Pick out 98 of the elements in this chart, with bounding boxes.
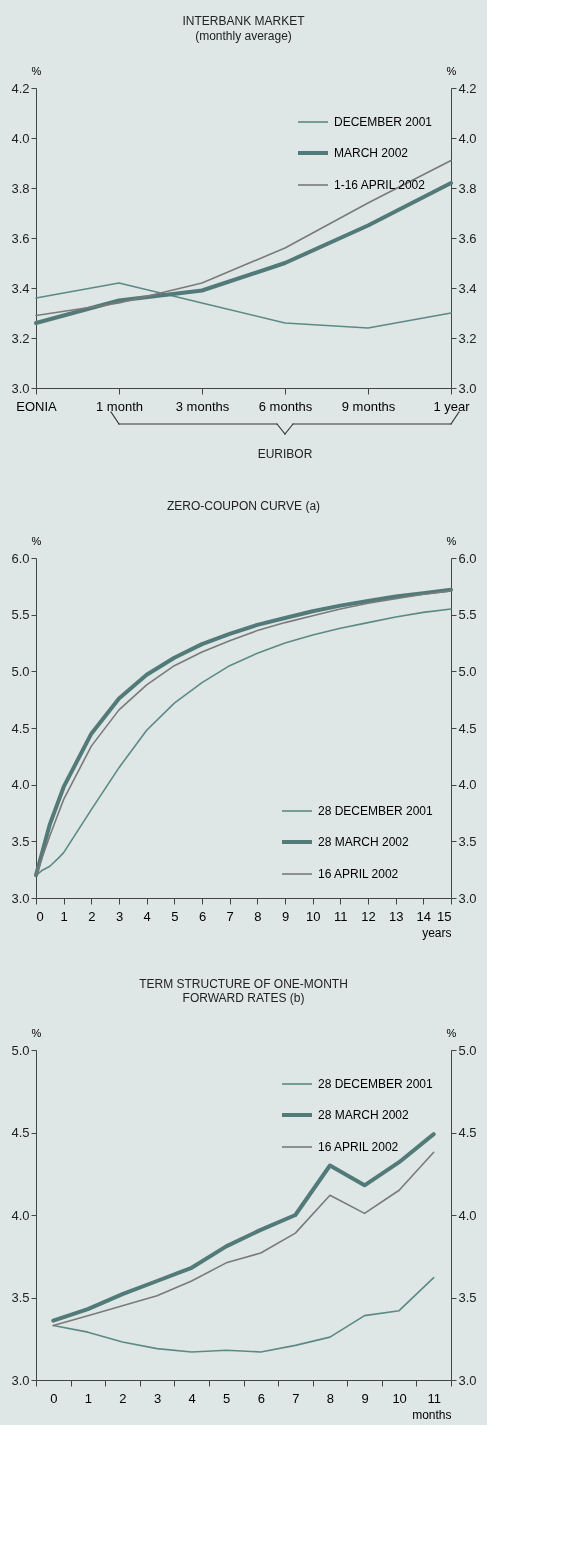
y-tick-label: 5.5: [11, 607, 30, 623]
x-tick-label: 7: [292, 1390, 300, 1406]
x-axis-title: months: [412, 1407, 452, 1422]
chart-title: ZERO-COUPON CURVE (a): [166, 499, 321, 513]
y2-tick-label: 4.5: [458, 1125, 477, 1140]
x-tick-label: 0: [36, 908, 44, 924]
y2-tick-label: 3.6: [458, 230, 477, 246]
x-tick-label: EONIA: [16, 398, 58, 414]
x-tick-label: 12: [361, 908, 376, 924]
y-tick-label: 3.5: [11, 833, 30, 849]
y-axis-title: %: [31, 1026, 42, 1039]
y-tick-label: 4.0: [11, 777, 30, 793]
y2-tick-label: 6.0: [458, 550, 477, 566]
legend-label: 1-16 APRIL 2002: [334, 178, 426, 192]
legend-label: DECEMBER 2001: [334, 115, 433, 129]
legend-label: 28 MARCH 2002: [318, 1108, 410, 1122]
x-tick-label: 7: [226, 908, 234, 924]
x-tick-label: 0: [50, 1390, 58, 1406]
x-tick-label: 14: [416, 908, 432, 924]
y-tick-label: 3.0: [11, 890, 30, 906]
y2-tick-label: 5.0: [458, 663, 477, 679]
y-tick-label: 3.2: [11, 330, 30, 346]
y-tick-label: 6.0: [11, 550, 30, 566]
x-axis-title: years: [422, 925, 452, 940]
y-axis-title: %: [31, 534, 42, 547]
x-tick-label: 9: [281, 908, 290, 924]
y2-tick-label: 3.2: [458, 330, 477, 346]
chart-subtitle: (monthly average): [195, 29, 292, 43]
y2-tick-label: 3.4: [458, 280, 477, 296]
y-tick-label: 5.0: [11, 663, 30, 679]
y2-tick-label: 4.0: [458, 777, 477, 793]
x-tick-label: 6 months: [258, 398, 313, 414]
y-tick-label: 3.0: [11, 380, 30, 396]
x-tick-label: 1: [60, 908, 68, 924]
x-tick-label: 3: [115, 908, 124, 924]
y2-tick-label: 5.5: [458, 607, 477, 623]
y2-tick-label: 3.0: [458, 380, 477, 396]
text: EURIBOR: [257, 447, 313, 461]
y-tick-label: 3.6: [11, 230, 30, 246]
y-tick-label: 3.4: [11, 280, 30, 296]
y2-axis-title: %: [446, 1026, 457, 1039]
x-tick-label: 11: [427, 1390, 441, 1406]
x-tick-label: 6: [198, 908, 207, 924]
x-tick-label: 6: [257, 1390, 265, 1406]
x-tick-label: 10: [305, 908, 321, 924]
x-tick-label: 3 months: [175, 398, 230, 414]
y2-tick-label: 3.0: [458, 1372, 477, 1388]
legend-label: MARCH 2002: [334, 146, 409, 160]
x-tick-label: 8: [326, 1390, 335, 1406]
y2-axis-title: %: [446, 64, 457, 77]
legend-label: 16 APRIL 2002: [318, 867, 399, 881]
y2-tick-label: 3.8: [458, 180, 477, 196]
line-series: [35, 282, 452, 329]
x-tick-label: 10: [392, 1390, 407, 1406]
y-tick-label: 3.5: [11, 1290, 30, 1305]
y-tick-label: 3.0: [11, 1372, 30, 1388]
y-axis-title: %: [31, 64, 42, 77]
x-tick-label: 5: [171, 908, 179, 924]
x-tick-label: 4: [188, 1390, 196, 1406]
y2-tick-label: 4.5: [458, 720, 477, 736]
legend-label: 16 APRIL 2002: [318, 1140, 399, 1154]
y2-tick-label: 5.0: [458, 1042, 477, 1058]
x-tick-label: 2: [88, 908, 96, 924]
x-tick-label: 1: [84, 1390, 92, 1406]
y-tick-label: 4.2: [11, 80, 30, 96]
y-tick-label: 4.0: [11, 1207, 30, 1223]
x-tick-label: 8: [254, 908, 262, 924]
x-tick-label: 13: [388, 908, 404, 924]
x-tick-label: 9: [361, 1390, 369, 1406]
x-tick-label: 5: [223, 1390, 231, 1406]
x-tick-label: 2: [119, 1390, 127, 1406]
line-series: [52, 1276, 435, 1353]
y2-tick-label: 3.5: [458, 833, 477, 849]
line-series: [35, 159, 452, 317]
y-tick-label: 4.5: [11, 1125, 30, 1140]
x-tick-label: 1 year: [433, 398, 471, 414]
y2-tick-label: 4.0: [458, 130, 477, 146]
x-tick-label: 4: [143, 908, 151, 924]
y2-axis-title: %: [446, 534, 457, 547]
line-series: [34, 181, 453, 325]
y-tick-label: 3.8: [11, 180, 30, 196]
chart-title: INTERBANK MARKET: [182, 14, 306, 28]
x-tick-label: 1 month: [96, 398, 143, 414]
x-tick-label: 11: [334, 908, 348, 924]
x-tick-label: 15: [437, 908, 452, 924]
y-tick-label: 4.0: [11, 130, 30, 146]
y-tick-label: 4.5: [11, 720, 30, 736]
legend-label: 28 DECEMBER 2001: [318, 804, 434, 818]
y2-tick-label: 3.0: [458, 890, 477, 906]
legend-label: 28 MARCH 2002: [318, 835, 410, 849]
y2-tick-label: 3.5: [458, 1290, 477, 1305]
y-tick-label: 5.0: [11, 1042, 30, 1058]
x-tick-label: 3: [153, 1390, 162, 1406]
y2-tick-label: 4.0: [458, 1207, 477, 1223]
x-tick-label: 9 months: [341, 398, 396, 414]
y2-tick-label: 4.2: [458, 80, 477, 96]
chart-title: TERM STRUCTURE OF ONE-MONTH FORWARD RATES (b): [139, 977, 348, 1005]
legend-label: 28 DECEMBER 2001: [318, 1077, 434, 1091]
